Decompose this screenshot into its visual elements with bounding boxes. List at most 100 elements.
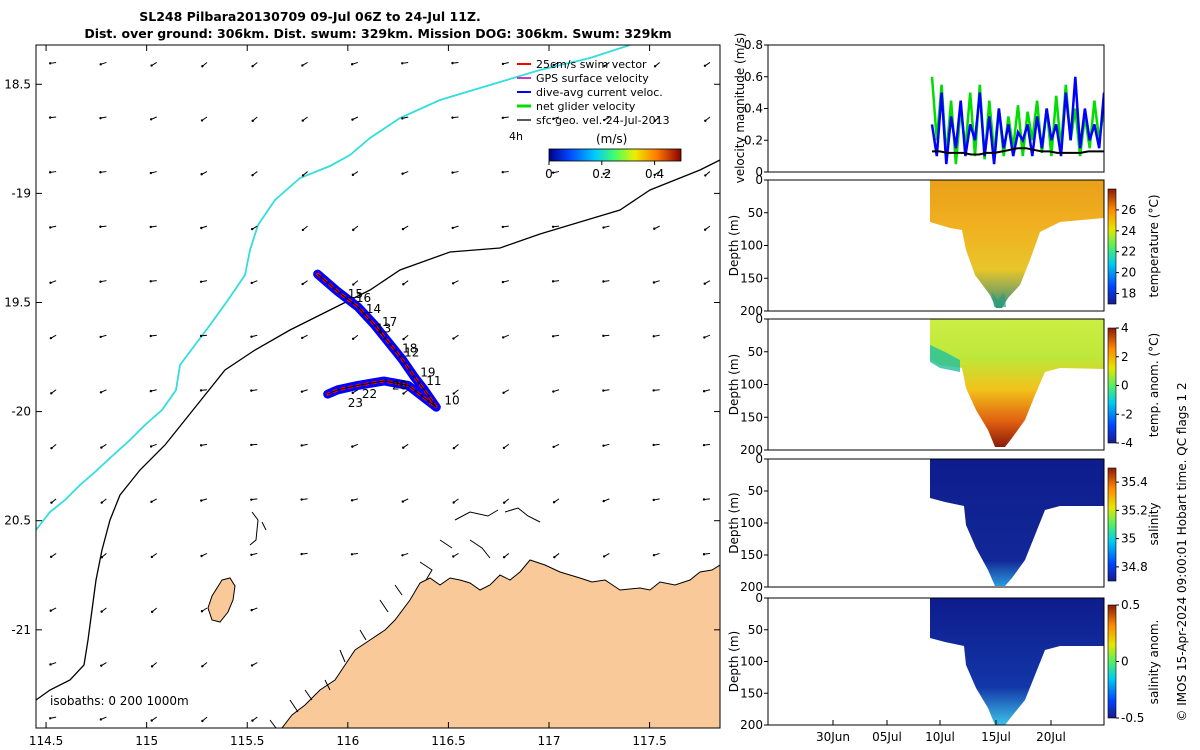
geo-arrow-head [50, 501, 53, 504]
geo-arrow-head [200, 119, 204, 122]
geo-arrow-head [150, 500, 153, 504]
geo-arrow-head [199, 280, 203, 283]
cbar-tick-label: 35.2 [1121, 503, 1148, 517]
geo-arrow-head [301, 119, 304, 122]
salinity-anomaly-cbar-ticks: -0.5 0 0.5 [1116, 598, 1144, 725]
geo-arrow-head [401, 172, 404, 175]
velocity-ylabel: velocity magnitude (m/s) [733, 33, 747, 184]
footer-credit: © IMOS 15-Apr-2024 09:00:01 Hobart time.… [1175, 382, 1189, 721]
time-tick-label: 20Jul [1036, 730, 1066, 744]
geo-arrow-head [48, 62, 52, 65]
depth-tick-label: 150 [740, 410, 763, 424]
salinity-anomaly-colorbar [1107, 604, 1117, 719]
geo-arrow-head [251, 719, 254, 722]
geo-arrow-head [452, 446, 456, 450]
geo-arrow-head [201, 719, 204, 723]
cbar-tick-label: 0 [1121, 655, 1129, 669]
depth-tick-label: 0 [755, 312, 763, 326]
colorbar-unit-label: (m/s) [596, 132, 627, 146]
geo-arrow-head [501, 225, 505, 229]
geo-arrow-head [300, 444, 303, 447]
geo-arrow-head [702, 498, 706, 501]
time-tick-label: 30Jun [816, 730, 850, 744]
track-day-label: 18 [402, 341, 417, 355]
geo-arrow-head [552, 117, 555, 121]
title-line2: Dist. over ground: 306km. Dist. swum: 32… [84, 26, 671, 41]
geo-arrow-head [451, 282, 455, 285]
geo-arrow-head [149, 171, 153, 175]
interval-label: 4h [509, 130, 523, 143]
geo-arrow-head [99, 280, 102, 283]
velocity-line [930, 76, 1104, 165]
geo-arrow-head [251, 65, 254, 68]
geo-arrow-head [199, 389, 203, 392]
depth-tick-label: 0 [755, 452, 763, 466]
geo-arrow-head [402, 446, 405, 449]
geo-arrow-head [652, 335, 655, 338]
geo-arrow-head [402, 283, 405, 286]
geo-arrow-head [149, 118, 153, 121]
geo-arrow-head [602, 334, 605, 338]
temp-anomaly-cbar-label: temp. anom. (°C) [1147, 333, 1161, 437]
velocity-ytick-label: 0.2 [744, 133, 763, 147]
geo-arrow-head [502, 556, 506, 559]
geo-arrow-head [100, 446, 103, 449]
geo-arrow-head [401, 117, 404, 120]
geo-arrow-head [551, 171, 555, 174]
map-ytick-label: 20.5 [4, 514, 31, 528]
geo-arrow-head [99, 335, 102, 339]
geo-arrow-head [451, 61, 454, 65]
depth-axis-label: Depth (m) [727, 631, 741, 692]
geo-arrow-head [552, 445, 555, 449]
geo-arrow-head [653, 173, 656, 177]
geo-arrow-head [502, 501, 506, 504]
geo-arrow-head [552, 63, 555, 67]
geo-arrow-head [501, 170, 504, 174]
map-colorbar-tick-label: 0.4 [645, 167, 664, 181]
time-tick-label: 05Jul [872, 730, 902, 744]
temperature-field [930, 180, 1104, 308]
temp-anomaly-cbar-ticks: -4 -2 0 2 4 [1116, 321, 1133, 450]
geo-arrow-head [250, 335, 253, 338]
depth-axis-label: Depth (m) [727, 215, 741, 276]
geo-arrow-head [200, 226, 203, 230]
geo-arrow-head [250, 227, 254, 231]
geo-arrow-head [100, 664, 103, 667]
temperature-panel: temperature (°C) 18 20 22 24 26 [767, 179, 1161, 312]
geo-arrow-head [100, 610, 103, 613]
velocity-ytick-label: 0.4 [744, 102, 763, 116]
cbar-tick-label: -0.5 [1121, 711, 1144, 725]
legend-label-gps: GPS surface velocity [536, 72, 649, 85]
map-xtick-label: 117.5 [632, 734, 666, 748]
geo-arrow-head [48, 171, 52, 174]
track-day-label: 16 [356, 291, 371, 305]
geo-arrow-head [351, 391, 354, 395]
cbar-tick-label: -4 [1121, 436, 1133, 450]
geo-arrow-head [602, 555, 606, 558]
salinity-anomaly-panel: salinity anom. -0.5 0 0.5 [767, 597, 1161, 726]
cbar-tick-label: 34.8 [1121, 560, 1148, 574]
depth-tick-label: 200 [740, 580, 763, 594]
legend-label-dive: dive-avg current veloc. [536, 86, 663, 99]
legend-label-swim: 25cm/s swim vector [536, 58, 647, 71]
geo-arrow-head [49, 555, 53, 559]
geo-arrow-head [351, 173, 355, 177]
geo-arrow-head [350, 499, 354, 502]
track-day-label: 17 [382, 315, 397, 329]
legend-label-net: net glider velocity [536, 100, 636, 113]
temperature-cbar-ticks: 18 20 22 24 26 [1116, 203, 1136, 301]
depth-tick-label: 200 [740, 304, 763, 318]
geo-arrow-head [401, 62, 404, 65]
coast-islets [249, 507, 541, 728]
cbar-tick-label: 20 [1121, 266, 1136, 280]
map-ytick-label: -20 [11, 405, 31, 419]
velocity-ytick-label: 0.6 [744, 70, 763, 84]
temp-anomaly-colorbar [1107, 327, 1117, 444]
map-colorbar-tick-label: 0.2 [592, 167, 611, 181]
geo-arrow-head [602, 118, 606, 122]
velocity-series [930, 76, 1104, 165]
geo-arrow-head [602, 389, 605, 392]
